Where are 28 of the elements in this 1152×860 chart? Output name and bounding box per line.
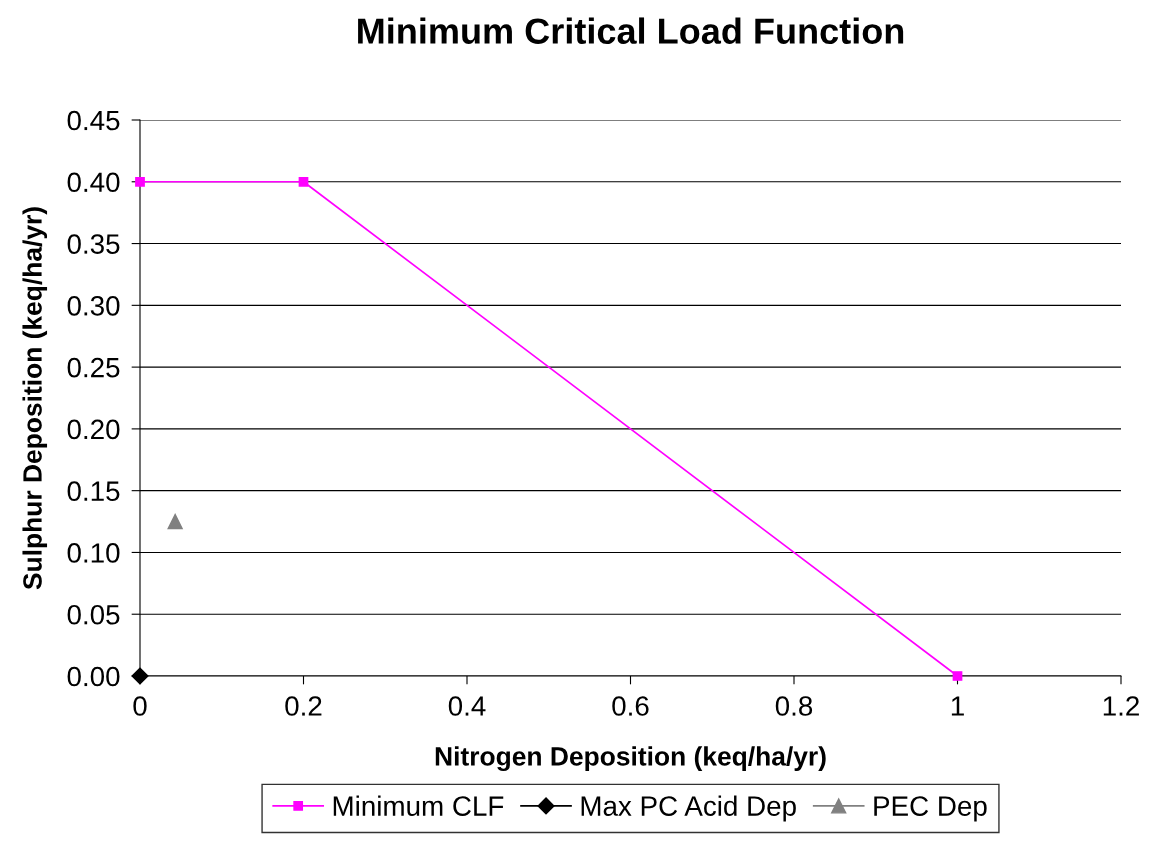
- point: [167, 513, 183, 530]
- point: [135, 176, 145, 187]
- point: [131, 667, 149, 685]
- y-tick-label: 0.35: [67, 234, 120, 254]
- legend-label: Minimum CLF: [333, 795, 504, 816]
- y-tick-label: 0.40: [67, 172, 120, 193]
- point: [952, 671, 963, 681]
- legend-label: Max PC Acid Dep: [581, 795, 796, 822]
- y-axis-title: Sulphur Deposition (keq/ha/yr): [22, 207, 48, 590]
- x-tick-label: 1.2: [1103, 696, 1139, 716]
- x-tick-label: 0.8: [775, 696, 813, 716]
- y-tick-label: 0.20: [67, 419, 120, 440]
- y-tick-label: 0.00: [67, 666, 120, 687]
- y-tick-label: 0.45: [67, 110, 120, 131]
- x-tick-label: 0.6: [612, 696, 649, 716]
- point: [298, 176, 309, 187]
- x-tick-label: 0.2: [285, 696, 322, 716]
- x-tick-label: 1: [951, 696, 964, 716]
- x-tick-label: 0: [133, 696, 147, 716]
- legend-label: PEC Dep: [874, 796, 987, 822]
- chart-title: Minimum Critical Load Function: [358, 17, 904, 44]
- y-tick-label: 0.30: [67, 296, 120, 316]
- x-tick-label: 0.4: [448, 696, 486, 716]
- y-tick-label: 0.05: [67, 604, 120, 625]
- x-axis-title: Nitrogen Deposition (keq/ha/yr): [435, 746, 826, 772]
- y-tick-label: 0.15: [67, 481, 120, 502]
- y-tick-label: 0.25: [67, 357, 120, 378]
- y-tick-label: 0.10: [67, 543, 120, 563]
